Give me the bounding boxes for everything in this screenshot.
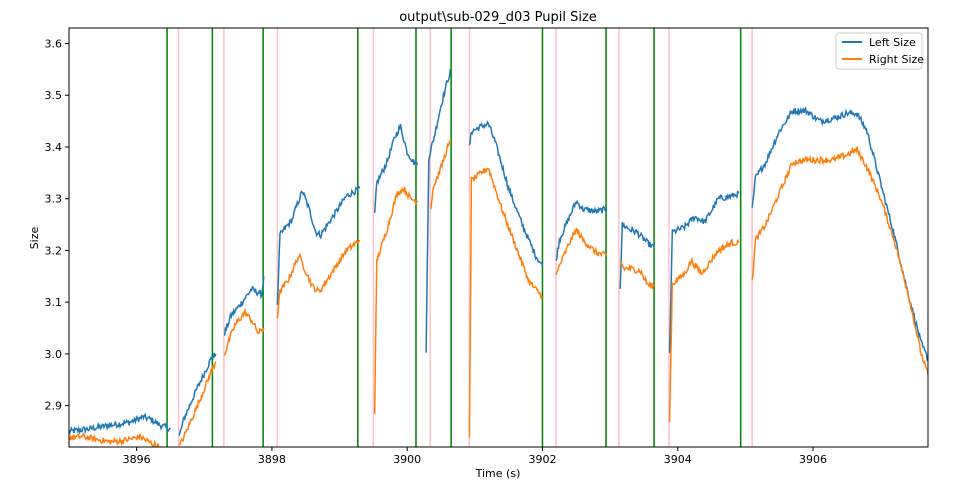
y-tick-label: 3.2 xyxy=(45,244,63,257)
y-tick-label: 3.3 xyxy=(45,193,63,206)
legend-label-left: Left Size xyxy=(869,36,916,49)
x-tick-label: 3906 xyxy=(799,453,827,466)
left-size-line xyxy=(223,276,265,336)
left-size-line xyxy=(668,190,740,353)
right-size-line xyxy=(276,239,361,319)
right-size-line xyxy=(69,432,161,447)
left-size-line xyxy=(178,352,217,436)
left-size-line xyxy=(425,68,452,353)
x-tick-label: 3898 xyxy=(258,453,286,466)
plot-frame xyxy=(68,27,929,448)
y-axis: 2.9 3.0 3.1 3.2 3.3 3.4 3.5 3.6 xyxy=(45,38,69,413)
y-tick-label: 3.6 xyxy=(45,38,63,51)
left-size-line xyxy=(373,123,419,213)
left-size-line xyxy=(468,120,544,267)
right-size-line xyxy=(619,260,655,290)
right-size-line xyxy=(668,238,740,423)
right-size-line xyxy=(178,361,217,446)
chart-title: output\sub-029_d03 Pupil Size xyxy=(399,10,597,25)
left-size-line xyxy=(69,412,171,435)
x-tick-label: 3900 xyxy=(393,453,421,466)
y-tick-label: 3.5 xyxy=(45,89,63,102)
right-size-line xyxy=(373,186,418,414)
event-lines xyxy=(166,28,753,447)
legend-label-right: Right Size xyxy=(869,53,924,66)
y-tick-label: 3.1 xyxy=(45,296,63,309)
series-lines xyxy=(69,68,928,447)
left-size-line xyxy=(751,106,928,362)
legend: Left Size Right Size xyxy=(835,32,924,70)
y-tick-label: 3.4 xyxy=(45,141,63,154)
right-size-line xyxy=(555,227,608,276)
x-axis: 3896 3898 3900 3902 3904 3906 xyxy=(123,447,827,466)
right-size-line xyxy=(223,307,265,356)
left-size-line xyxy=(619,221,655,289)
y-axis-label: Size xyxy=(28,226,41,249)
x-tick-label: 3896 xyxy=(123,453,151,466)
right-size-line xyxy=(430,139,452,210)
x-axis-label: Time (s) xyxy=(475,467,521,480)
y-tick-label: 2.9 xyxy=(45,400,63,413)
x-tick-label: 3904 xyxy=(664,453,692,466)
left-size-line xyxy=(276,184,361,305)
y-tick-label: 3.0 xyxy=(45,348,63,361)
left-size-line xyxy=(555,199,608,261)
plot-area xyxy=(68,27,929,448)
right-size-line xyxy=(468,167,544,438)
x-tick-label: 3902 xyxy=(528,453,556,466)
right-size-line xyxy=(751,146,928,375)
